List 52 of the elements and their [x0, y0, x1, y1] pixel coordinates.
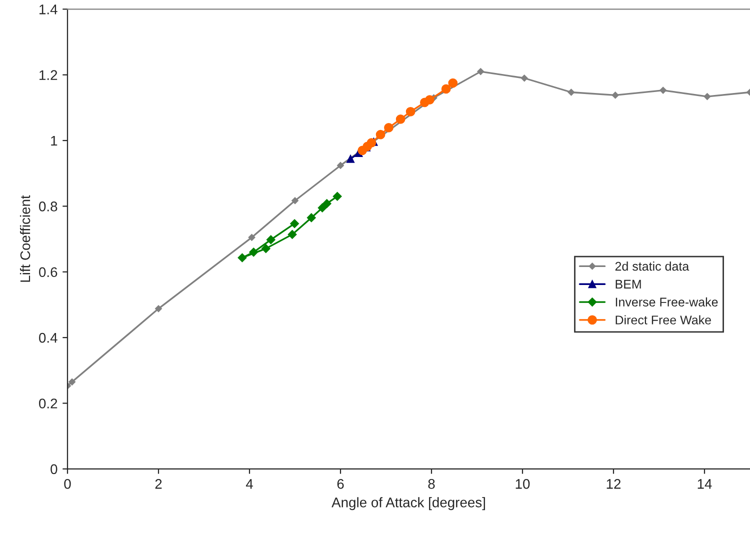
point — [292, 197, 298, 204]
legend-label: Direct Free Wake — [616, 315, 711, 324]
point — [322, 199, 332, 208]
point — [366, 138, 376, 148]
x-tick-label: 6 — [337, 479, 344, 489]
y-tick-label: 1.4 — [40, 4, 58, 14]
x-axis-title: Angle of Attack [degrees] — [332, 497, 485, 510]
legend-label: BEM — [616, 280, 641, 288]
point — [337, 162, 344, 169]
point — [477, 68, 484, 76]
y-tick-label: 0.6 — [39, 267, 58, 278]
point — [376, 130, 386, 140]
point — [704, 93, 711, 100]
point — [441, 84, 451, 94]
point — [396, 114, 406, 124]
y-tick-label: 0 — [50, 464, 58, 474]
x-tick-label: 12 — [606, 479, 621, 489]
point — [612, 92, 619, 99]
point — [266, 235, 276, 244]
point — [346, 154, 354, 163]
x-tick-label: 0 — [64, 479, 71, 489]
point — [288, 230, 297, 239]
point — [238, 253, 247, 262]
point — [68, 378, 76, 386]
point — [384, 123, 394, 132]
y-tick-label: 0.4 — [39, 332, 58, 343]
y-tick-label: 0.2 — [39, 398, 58, 408]
x-tick-label: 4 — [246, 479, 253, 489]
point — [318, 203, 327, 212]
legend-label: Inverse Free-wake — [616, 297, 718, 307]
point — [568, 88, 575, 96]
x-tick-label: 14 — [698, 479, 712, 489]
point — [306, 213, 316, 222]
x-tick-label: 10 — [516, 479, 530, 489]
y-tick-label: 1 — [51, 136, 58, 146]
point — [290, 219, 299, 228]
point — [249, 248, 258, 257]
y-tick-label: 0.8 — [39, 202, 58, 212]
point — [332, 192, 342, 201]
point — [155, 305, 162, 312]
point — [660, 86, 667, 94]
point — [520, 74, 528, 82]
y-tick-label: 1.2 — [40, 70, 58, 80]
point — [406, 106, 416, 116]
x-tick-label: 8 — [428, 479, 435, 489]
legend-label: 2d static data — [615, 262, 690, 271]
y-axis-title: Lift Coefficient — [20, 195, 30, 282]
point — [424, 95, 434, 104]
point — [248, 234, 256, 241]
point — [448, 78, 458, 88]
point — [261, 244, 270, 254]
x-tick-label: 2 — [155, 479, 162, 489]
